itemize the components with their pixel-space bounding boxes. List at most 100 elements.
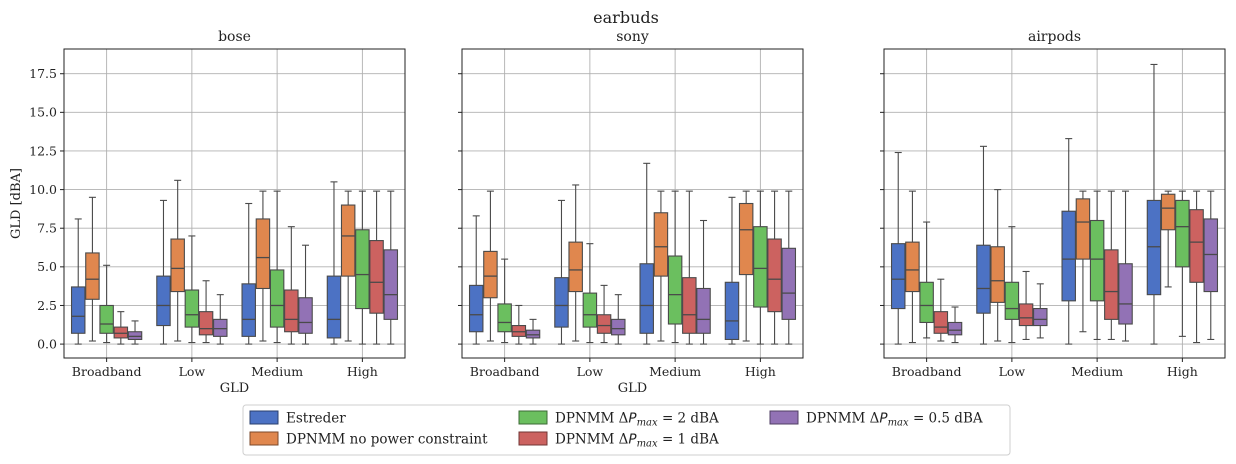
legend-swatch <box>518 410 548 425</box>
box-iqr <box>1175 199 1190 268</box>
x-axis-label: GLD <box>618 381 647 396</box>
box-iqr <box>596 314 612 334</box>
box-iqr <box>682 277 697 334</box>
box-iqr <box>383 249 399 320</box>
x-tick-label: High <box>347 364 378 379</box>
legend-swatch <box>769 410 799 425</box>
box-iqr <box>976 244 991 314</box>
x-tick-label: Low <box>179 364 206 379</box>
box-sony-low-series-5 <box>611 294 626 345</box>
box-bose-low-series-3 <box>184 235 200 344</box>
box-bose-high-series-5 <box>383 190 399 345</box>
box-iqr <box>1118 263 1133 325</box>
box-iqr <box>1018 303 1034 327</box>
box-iqr <box>1061 210 1076 302</box>
legend-entry-1: Estreder <box>249 410 346 427</box>
box-airpods-high-series-5 <box>1203 190 1219 341</box>
y-tick-label: 2.5 <box>37 298 57 313</box>
axes-frame <box>461 48 804 359</box>
box-airpods-low-series-3 <box>1004 226 1020 344</box>
x-tick-label: Broadband <box>892 364 962 379</box>
legend-label: DPNMM ΔPmax = 1 dBA <box>555 432 719 450</box>
box-bose-high-series-1 <box>326 181 342 345</box>
figure-title: earbuds <box>593 8 659 27</box>
box-sony-medium-series-3 <box>667 190 683 344</box>
box-iqr <box>355 229 370 310</box>
panel-title: sony <box>616 29 649 45</box>
box-bose-low-series-2 <box>170 179 185 342</box>
legend-entry-5: DPNMM ΔPmax = 0.5 dBA <box>769 410 983 429</box>
box-iqr <box>639 263 654 334</box>
box-iqr <box>554 277 569 328</box>
box-iqr <box>667 255 683 325</box>
box-bose-medium-series-2 <box>255 190 271 342</box>
x-tick-label: Medium <box>251 364 303 379</box>
box-iqr <box>269 269 285 328</box>
box-sony-high-series-1 <box>724 196 740 345</box>
box-iqr <box>483 250 498 299</box>
box-iqr <box>1089 219 1105 302</box>
box-iqr <box>170 238 185 293</box>
box-bose-high-series-3 <box>355 190 370 345</box>
axes-frame <box>883 48 1226 359</box>
box-iqr <box>947 321 963 336</box>
box-bose-medium-series-5 <box>298 244 313 345</box>
box-iqr <box>99 304 114 334</box>
y-tick-label: 10.0 <box>29 182 57 197</box>
y-tick-label: 12.5 <box>29 143 57 158</box>
box-airpods-broadband-series-3 <box>919 221 934 339</box>
box-iqr <box>653 212 669 277</box>
box-bose-low-series-5 <box>213 294 228 345</box>
box-iqr <box>933 311 949 334</box>
box-airpods-medium-series-2 <box>1075 190 1091 333</box>
box-airpods-low-series-2 <box>990 189 1005 342</box>
y-tick-label: 15.0 <box>29 105 57 120</box>
box-sony-broadband-series-2 <box>483 190 498 342</box>
box-airpods-low-series-1 <box>976 145 991 345</box>
box-iqr <box>1004 281 1020 320</box>
x-tick-label: High <box>745 364 776 379</box>
legend-entry-2: DPNMM no power constraint <box>249 431 488 448</box>
box-iqr <box>340 204 356 277</box>
box-bose-high-series-4 <box>369 190 384 345</box>
box-sony-high-series-2 <box>738 190 754 342</box>
panel-sony: Broadband Low Medium High sony GLD <box>458 29 804 396</box>
box-iqr <box>738 202 754 276</box>
box-iqr <box>1146 199 1162 296</box>
legend-swatch <box>249 431 279 446</box>
box-sony-low-series-2 <box>568 184 583 342</box>
box-airpods-medium-series-1 <box>1061 138 1076 345</box>
box-bose-broadband-series-2 <box>85 196 100 342</box>
box-bose-medium-series-1 <box>241 202 256 345</box>
box-bose-broadband-series-4 <box>113 311 129 345</box>
box-iqr <box>1203 218 1219 293</box>
box-bose-low-series-1 <box>156 199 171 345</box>
box-iqr <box>753 226 768 308</box>
box-iqr <box>919 281 934 324</box>
box-iqr <box>1160 193 1176 231</box>
box-iqr <box>781 247 797 320</box>
box-iqr <box>724 281 740 341</box>
box-iqr <box>156 275 171 327</box>
box-airpods-high-series-3 <box>1175 190 1190 337</box>
box-airpods-high-series-1 <box>1146 63 1162 345</box>
box-iqr <box>255 218 271 290</box>
box-iqr <box>213 318 228 337</box>
legend: Estreder DPNMM no power constraint DPNMM Δ… <box>242 404 1011 456</box>
box-iqr <box>241 283 256 337</box>
box-airpods-broadband-series-2 <box>905 190 920 344</box>
y-tick-label: 7.5 <box>37 221 57 236</box>
y-axis-label: GLD [dBA] <box>9 168 24 239</box>
box-airpods-high-series-4 <box>1189 190 1204 344</box>
panel-title: bose <box>218 29 251 45</box>
box-bose-medium-series-3 <box>269 190 285 344</box>
legend-swatch <box>518 431 548 446</box>
box-sony-broadband-series-5 <box>525 318 541 345</box>
box-sony-low-series-3 <box>582 243 598 344</box>
panel-bose: 0.0 2.5 5.0 7.5 10.0 12.5 15.0 17.5 Broadband Low… <box>9 29 406 396</box>
box-iqr <box>1033 308 1048 327</box>
legend-swatch <box>249 410 279 425</box>
box-iqr <box>767 238 782 313</box>
box-bose-high-series-2 <box>340 190 356 342</box>
